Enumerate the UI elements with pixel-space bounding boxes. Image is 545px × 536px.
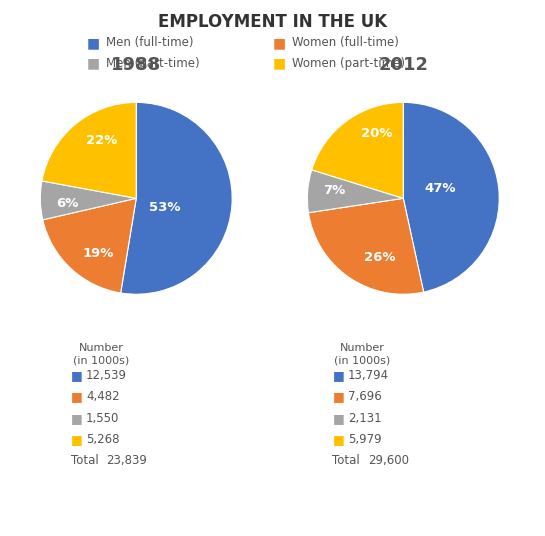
Text: 5,268: 5,268 [86, 433, 119, 446]
Wedge shape [43, 198, 136, 293]
Wedge shape [307, 170, 403, 213]
Text: ■: ■ [272, 56, 286, 70]
Text: EMPLOYMENT IN THE UK: EMPLOYMENT IN THE UK [158, 13, 387, 32]
Text: 26%: 26% [364, 251, 395, 264]
Text: 5,979: 5,979 [348, 433, 381, 446]
Wedge shape [403, 102, 499, 292]
Text: Number
(in 1000s): Number (in 1000s) [334, 343, 391, 366]
Text: ■: ■ [332, 433, 344, 446]
Text: Women (full-time): Women (full-time) [292, 36, 398, 49]
Text: 22%: 22% [86, 135, 117, 147]
Text: ■: ■ [87, 36, 100, 50]
Text: 23,839: 23,839 [106, 455, 147, 467]
Text: 7%: 7% [323, 184, 346, 197]
Text: 29,600: 29,600 [368, 455, 409, 467]
Text: ■: ■ [332, 390, 344, 403]
Title: 2012: 2012 [378, 56, 428, 74]
Text: ■: ■ [272, 36, 286, 50]
Wedge shape [120, 102, 232, 294]
Wedge shape [40, 181, 136, 220]
Text: Men (part-time): Men (part-time) [106, 57, 200, 70]
Text: ■: ■ [332, 369, 344, 382]
Text: 12,539: 12,539 [86, 369, 127, 382]
Text: Women (part-time): Women (part-time) [292, 57, 404, 70]
Text: ■: ■ [87, 56, 100, 70]
Text: 7,696: 7,696 [348, 390, 381, 403]
Text: ■: ■ [71, 433, 83, 446]
Text: 1,550: 1,550 [86, 412, 119, 425]
Text: ■: ■ [71, 390, 83, 403]
Text: 13,794: 13,794 [348, 369, 389, 382]
Wedge shape [312, 102, 403, 198]
Wedge shape [308, 198, 423, 294]
Text: ■: ■ [71, 412, 83, 425]
Text: 20%: 20% [361, 126, 392, 139]
Text: Total: Total [71, 455, 99, 467]
Text: ■: ■ [332, 412, 344, 425]
Wedge shape [42, 102, 136, 198]
Text: 4,482: 4,482 [86, 390, 120, 403]
Text: Number
(in 1000s): Number (in 1000s) [72, 343, 129, 366]
Text: 2,131: 2,131 [348, 412, 381, 425]
Text: Men (full-time): Men (full-time) [106, 36, 194, 49]
Text: 47%: 47% [424, 182, 456, 195]
Text: Total: Total [332, 455, 360, 467]
Text: 6%: 6% [56, 197, 78, 210]
Text: 53%: 53% [149, 202, 181, 214]
Title: 1988: 1988 [111, 56, 161, 74]
Text: ■: ■ [71, 369, 83, 382]
Text: 19%: 19% [82, 248, 113, 260]
